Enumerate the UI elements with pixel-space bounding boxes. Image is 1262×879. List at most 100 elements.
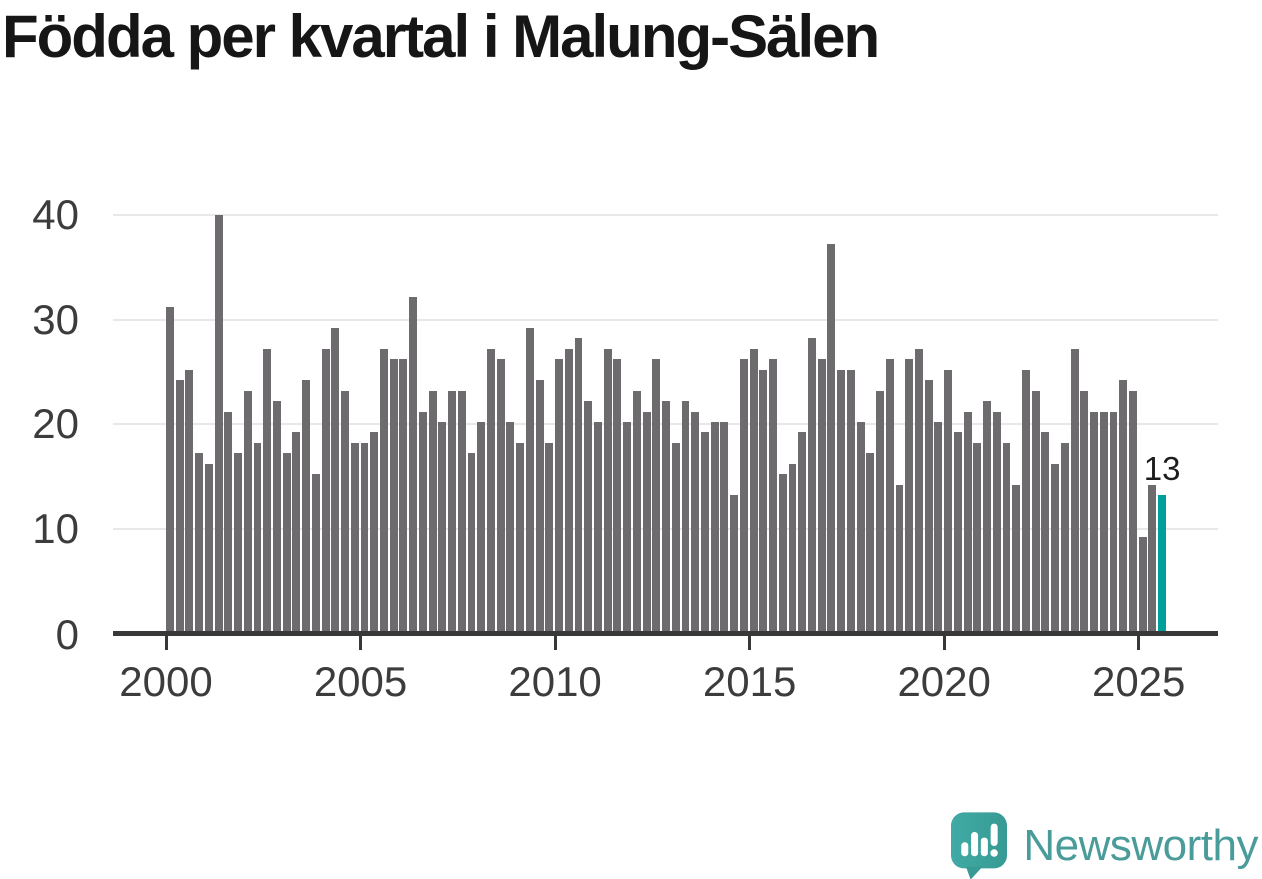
bar (457, 390, 466, 631)
bar (710, 422, 719, 631)
bar (759, 369, 768, 631)
bar (1148, 484, 1157, 631)
bar (467, 453, 476, 631)
bar (1109, 411, 1118, 631)
x-axis-tick (748, 636, 752, 650)
bar (564, 348, 573, 631)
logo-bar-icon (961, 842, 969, 857)
bar (302, 380, 311, 631)
bar (263, 348, 272, 631)
bar (272, 401, 281, 631)
x-axis-label: 2005 (313, 658, 408, 705)
bar (730, 495, 739, 631)
y-axis-label: 40 (32, 191, 79, 238)
bar (924, 380, 933, 631)
bar (555, 359, 563, 631)
x-axis-line (113, 631, 1218, 636)
bar (204, 463, 213, 631)
bar (788, 463, 797, 631)
bar (486, 348, 495, 631)
logo-bar-icon (971, 832, 979, 857)
bar (438, 422, 447, 631)
bar (214, 215, 223, 631)
bar (389, 359, 398, 631)
bar (944, 369, 953, 631)
logo-exclamation-icon (991, 823, 999, 846)
bar (1051, 463, 1060, 631)
bar (321, 348, 330, 631)
bar (613, 359, 622, 631)
bar (428, 390, 437, 631)
bar (1128, 390, 1137, 631)
bar (175, 380, 184, 631)
bar (574, 338, 583, 631)
x-axis-tick (359, 636, 363, 650)
logo-bar-icon (981, 837, 989, 857)
bar (681, 401, 690, 631)
bar (837, 369, 846, 631)
bar (496, 359, 505, 631)
bar (885, 359, 894, 631)
logo-exclamation-dot-icon (990, 849, 999, 857)
x-axis-label: 2025 (1091, 658, 1186, 705)
bar (379, 348, 388, 631)
bar (292, 432, 301, 631)
bar (846, 369, 855, 631)
x-axis-tick (1137, 636, 1141, 650)
bar (370, 432, 379, 631)
bar (448, 390, 456, 631)
bar (253, 442, 262, 631)
newsworthy-logo-icon (951, 812, 1008, 879)
bar (856, 422, 865, 631)
bar (749, 348, 758, 631)
highlight-value-label: 13 (1143, 450, 1181, 488)
x-axis-tick (164, 636, 168, 650)
bar (973, 442, 982, 631)
bar (341, 390, 349, 631)
bar (798, 432, 807, 631)
bar (399, 359, 408, 631)
x-axis-tick (553, 636, 557, 650)
bar (195, 453, 204, 631)
branding: Newsworthy (951, 812, 1258, 879)
y-axis-label: 20 (32, 400, 79, 447)
bar (311, 474, 320, 631)
bar (506, 422, 515, 631)
x-axis-label: 2015 (702, 658, 797, 705)
bar (1021, 369, 1030, 631)
bar (827, 244, 836, 631)
bar (224, 411, 233, 631)
x-axis-label: 2020 (897, 658, 991, 705)
bar (739, 359, 748, 631)
plot-area: 2000 2005 2010 2015 2020 2025 13 (113, 214, 1218, 705)
bar (1031, 390, 1040, 631)
bar (992, 411, 1001, 631)
bar (662, 401, 670, 631)
bar (642, 411, 651, 631)
gridline (113, 318, 1218, 321)
bar (477, 422, 486, 631)
gridline (113, 214, 1218, 216)
bar (866, 453, 875, 631)
bar (603, 348, 612, 631)
highlight-bar (1158, 495, 1167, 631)
bar (1041, 432, 1050, 631)
y-axis-label: 30 (32, 295, 79, 343)
bar (1090, 411, 1098, 631)
bar (360, 442, 369, 631)
x-axis-tick (942, 636, 946, 650)
chart-title: Födda per kvartal i Malung-Sälen (2, 3, 880, 70)
bar (1119, 380, 1128, 631)
bar (632, 390, 641, 631)
bar (769, 359, 777, 631)
bar (895, 484, 904, 631)
y-axis-label: 10 (32, 504, 79, 552)
x-axis-label: 2000 (119, 658, 213, 705)
bar (720, 422, 729, 631)
bar (876, 390, 884, 631)
bar (282, 453, 291, 631)
bar (185, 369, 194, 631)
bar (545, 442, 554, 631)
bar (525, 327, 534, 631)
